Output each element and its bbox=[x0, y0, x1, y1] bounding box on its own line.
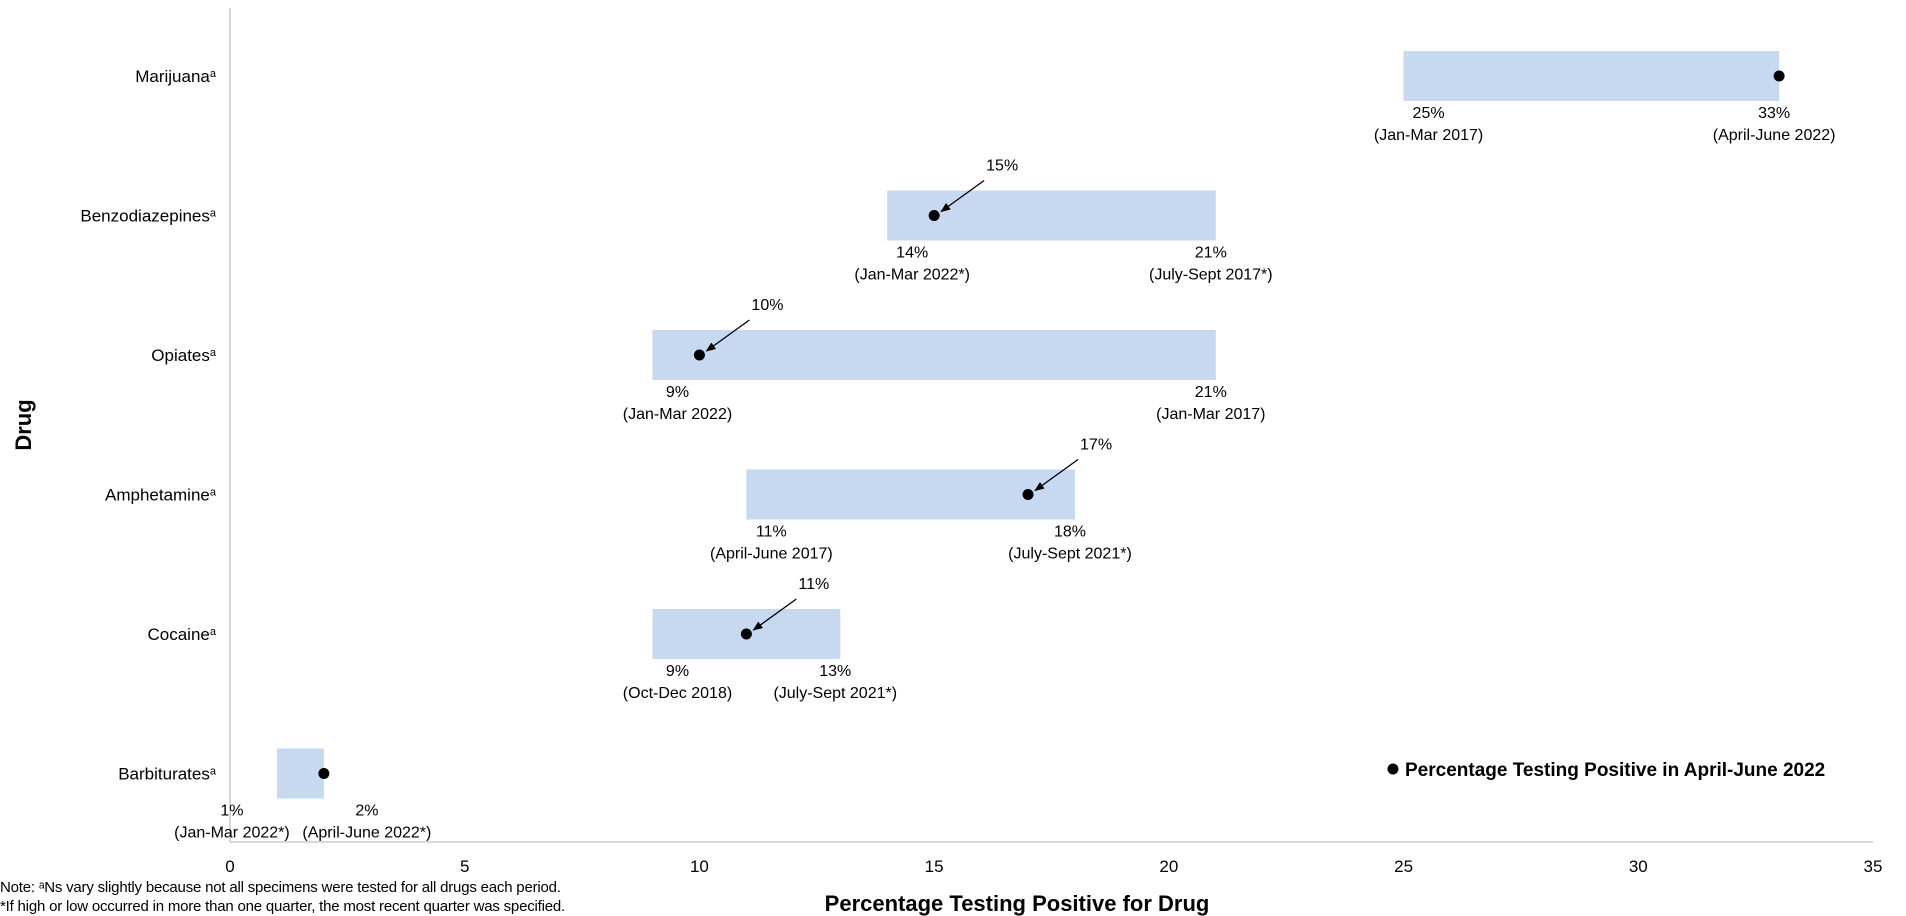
range-low-label: 9% bbox=[666, 663, 689, 680]
range-high-period: (April-June 2022*) bbox=[302, 825, 431, 842]
x-tick-label: 30 bbox=[1629, 857, 1648, 876]
range-high-label: 21% bbox=[1195, 384, 1227, 401]
x-tick-label: 5 bbox=[460, 857, 469, 876]
current-value-point bbox=[1773, 70, 1785, 82]
current-value-point bbox=[740, 628, 752, 640]
category-label: Barbituratesa bbox=[118, 765, 217, 784]
range-high-label: 33% bbox=[1758, 105, 1790, 122]
category-label: Cocainea bbox=[148, 625, 217, 644]
current-value-point bbox=[318, 768, 330, 779]
current-value-arrow bbox=[752, 598, 797, 631]
x-tick-label: 20 bbox=[1159, 857, 1178, 876]
x-tick-label: 10 bbox=[690, 857, 709, 876]
range-low-label: 11% bbox=[756, 524, 787, 541]
range-low-label: 25% bbox=[1413, 105, 1445, 122]
category-label: Amphetaminea bbox=[105, 486, 217, 505]
range-high-period: (July-Sept 2021*) bbox=[1008, 546, 1132, 563]
category-label: Marijuanaa bbox=[135, 67, 217, 86]
range-high-label: 18% bbox=[1054, 524, 1086, 541]
range-bar bbox=[887, 190, 1216, 241]
range-low-period: (Jan-Mar 2022*) bbox=[174, 825, 290, 842]
y-axis-title: Drug bbox=[11, 399, 36, 450]
current-value-point bbox=[928, 210, 940, 221]
category-label: Opiatesa bbox=[151, 346, 217, 365]
range-low-period: (Jan-Mar 2022) bbox=[623, 406, 732, 423]
current-value-label: 15% bbox=[986, 158, 1018, 175]
legend-marker bbox=[1387, 763, 1399, 775]
range-bar bbox=[652, 330, 1216, 380]
x-tick-label: 0 bbox=[225, 857, 234, 876]
range-bar bbox=[276, 748, 324, 799]
range-bar bbox=[1403, 51, 1780, 101]
range-low-period: (Oct-Dec 2018) bbox=[623, 685, 732, 702]
range-low-label: 9% bbox=[666, 384, 689, 401]
current-value-point bbox=[693, 349, 705, 361]
range-low-period: (April-June 2017) bbox=[710, 546, 833, 563]
note-line-1: Note: ᵃNs vary slightly because not all … bbox=[0, 879, 561, 896]
legend-label: Percentage Testing Positive in April-Jun… bbox=[1405, 760, 1825, 781]
current-value-arrow bbox=[940, 179, 985, 213]
note-line-2: *If high or low occurred in more than on… bbox=[0, 898, 566, 915]
current-value-label: 17% bbox=[1080, 437, 1112, 454]
x-tick-label: 35 bbox=[1864, 857, 1883, 876]
range-low-period: (Jan-Mar 2017) bbox=[1374, 127, 1483, 144]
legend: Percentage Testing Positive in April-Jun… bbox=[1387, 760, 1825, 781]
x-tick-label: 25 bbox=[1394, 857, 1413, 876]
x-axis-title: Percentage Testing Positive for Drug bbox=[825, 891, 1210, 916]
range-low-label: 14% bbox=[896, 245, 928, 262]
current-value-arrow bbox=[1034, 458, 1079, 492]
range-high-period: (Jan-Mar 2017) bbox=[1156, 406, 1265, 423]
range-high-label: 2% bbox=[355, 803, 378, 820]
category-label: Benzodiazepinesa bbox=[80, 207, 216, 226]
range-high-label: 21% bbox=[1195, 245, 1227, 262]
current-value-label: 11% bbox=[798, 576, 829, 593]
range-high-label: 13% bbox=[819, 663, 851, 680]
range-low-label: 1% bbox=[220, 803, 243, 820]
range-bar bbox=[746, 469, 1075, 520]
range-low-period: (Jan-Mar 2022*) bbox=[854, 267, 970, 284]
range-high-period: (April-June 2022) bbox=[1713, 127, 1836, 144]
current-value-label: 10% bbox=[751, 297, 783, 314]
current-value-arrow bbox=[705, 319, 750, 352]
current-value-point bbox=[1022, 489, 1034, 500]
range-high-period: (July-Sept 2017*) bbox=[1149, 267, 1273, 284]
x-tick-label: 15 bbox=[925, 857, 944, 876]
range-high-period: (July-Sept 2021*) bbox=[773, 685, 897, 702]
